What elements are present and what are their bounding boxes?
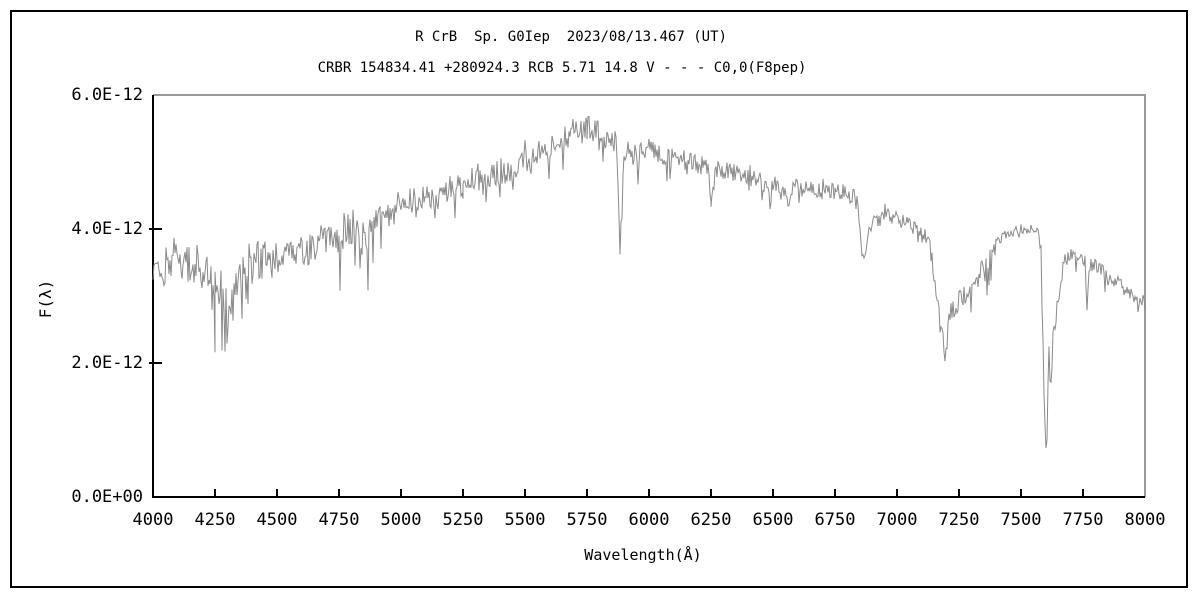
x-tick-label: 4250 bbox=[194, 510, 236, 530]
x-tick-label: 5750 bbox=[566, 510, 608, 530]
x-tick-label: 5500 bbox=[504, 510, 546, 530]
x-tick-label: 4000 bbox=[132, 510, 174, 530]
plot-axes-left-bottom bbox=[152, 95, 1145, 498]
y-tick-label: 4.0E-12 bbox=[71, 219, 143, 239]
page-border-frame bbox=[10, 10, 1188, 588]
x-tick-label: 5000 bbox=[380, 510, 422, 530]
x-tick-label: 6500 bbox=[752, 510, 794, 530]
x-tick-label: 7500 bbox=[1000, 510, 1042, 530]
x-tick-label: 7250 bbox=[938, 510, 980, 530]
chart-subtitle: CRBR 154834.41 +280924.3 RCB 5.71 14.8 V… bbox=[317, 60, 807, 76]
x-tick-label: 6750 bbox=[814, 510, 856, 530]
x-tick-label: 7000 bbox=[876, 510, 918, 530]
spectrum-line bbox=[152, 115, 1146, 449]
x-tick-label: 6000 bbox=[628, 510, 670, 530]
x-tick-label: 7750 bbox=[1062, 510, 1104, 530]
y-tick-label: 6.0E-12 bbox=[71, 85, 143, 105]
chart-title: R CrB Sp. G0Iep 2023/08/13.467 (UT) bbox=[415, 29, 727, 45]
y-tick-label: 2.0E-12 bbox=[71, 353, 143, 373]
x-tick-label: 4500 bbox=[256, 510, 298, 530]
x-tick-label: 8000 bbox=[1124, 510, 1166, 530]
plot-box-top-right bbox=[153, 94, 1146, 497]
x-axis-title: Wavelength(Å) bbox=[584, 546, 702, 564]
y-tick-label: 0.0E+00 bbox=[71, 487, 143, 507]
x-tick-label: 5250 bbox=[442, 510, 484, 530]
x-tick-label: 6250 bbox=[690, 510, 732, 530]
x-tick-label: 4750 bbox=[318, 510, 360, 530]
